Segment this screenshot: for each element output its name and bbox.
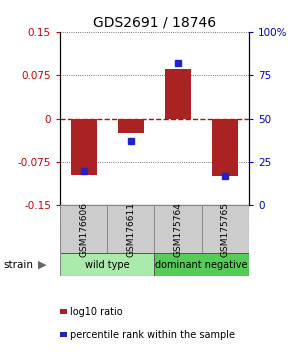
Text: strain: strain (3, 260, 33, 270)
Text: GSM175765: GSM175765 (221, 202, 230, 257)
Bar (107, 205, 154, 253)
Bar (165, 69, 191, 119)
Bar (60, 205, 107, 253)
Text: wild type: wild type (85, 260, 130, 270)
Bar (118, 119, 144, 133)
Bar (212, 119, 238, 176)
Text: log10 ratio: log10 ratio (70, 307, 122, 316)
Text: ▶: ▶ (38, 260, 46, 270)
Text: dominant negative: dominant negative (155, 260, 248, 270)
Bar (70, 119, 97, 175)
Text: GSM175764: GSM175764 (174, 202, 183, 257)
Bar (60, 253, 154, 276)
Title: GDS2691 / 18746: GDS2691 / 18746 (93, 15, 216, 29)
Bar (154, 205, 202, 253)
Text: GSM176606: GSM176606 (79, 202, 88, 257)
Bar (202, 205, 249, 253)
Text: GSM176611: GSM176611 (126, 202, 135, 257)
Text: percentile rank within the sample: percentile rank within the sample (70, 330, 235, 339)
Bar (154, 253, 249, 276)
